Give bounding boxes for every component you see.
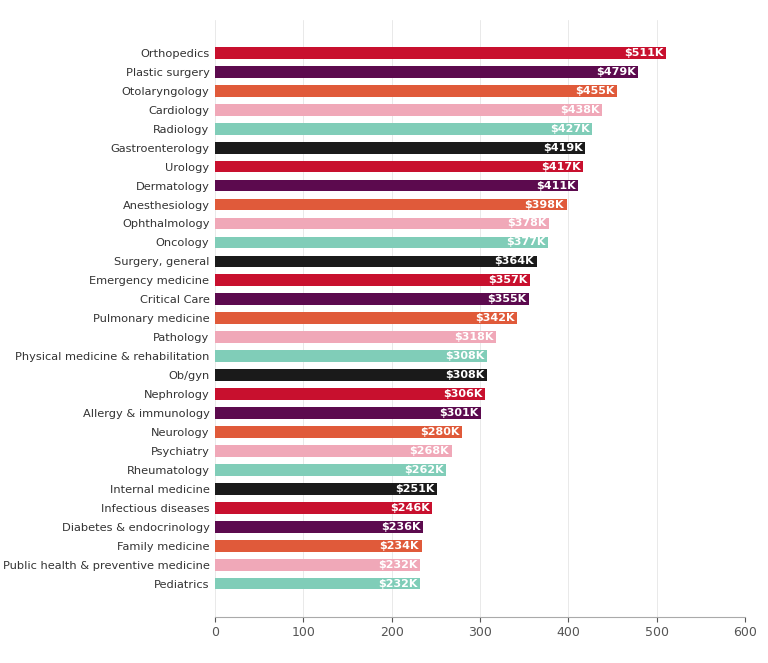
Bar [215,217,549,229]
Bar [215,388,485,400]
Bar [215,407,481,419]
Bar [215,85,617,97]
Bar [215,577,420,589]
Bar [215,66,638,78]
Bar [215,445,452,457]
Bar [215,502,432,514]
Text: $357K: $357K [488,275,528,285]
Text: $377K: $377K [506,237,545,247]
Text: $318K: $318K [454,332,493,342]
Text: $355K: $355K [487,294,526,304]
Text: $236K: $236K [382,522,421,532]
Bar [215,332,496,343]
Text: $364K: $364K [495,257,534,267]
Bar [215,255,537,267]
Text: $378K: $378K [507,219,546,229]
Bar [215,123,592,135]
Text: $251K: $251K [395,484,434,494]
Bar [215,483,437,495]
Bar [215,142,585,154]
Bar [215,294,528,305]
Text: $306K: $306K [443,389,482,399]
Bar [215,521,423,532]
Bar [215,369,487,381]
Text: $455K: $455K [575,86,614,95]
Text: $262K: $262K [404,465,444,475]
Text: $232K: $232K [378,579,417,589]
Text: $411K: $411K [536,180,575,190]
Text: $232K: $232K [378,560,417,570]
Bar [215,180,578,192]
Bar [215,312,517,324]
Bar [215,540,422,552]
Text: $419K: $419K [543,143,582,152]
Text: $234K: $234K [379,541,419,551]
Bar [215,199,567,210]
Bar [215,237,548,249]
Text: $301K: $301K [439,408,478,418]
Bar [215,350,487,362]
Bar [215,464,446,476]
Bar [215,47,667,59]
Text: $308K: $308K [445,370,485,380]
Text: $398K: $398K [525,200,564,210]
Bar [215,559,420,571]
Bar [215,104,602,115]
Bar [215,160,584,172]
Text: $308K: $308K [445,351,485,361]
Text: $427K: $427K [550,124,590,134]
Text: $280K: $280K [420,427,460,437]
Text: $246K: $246K [390,503,429,512]
Text: $417K: $417K [541,162,581,172]
Bar [215,274,531,286]
Text: $438K: $438K [560,105,599,115]
Text: $511K: $511K [624,48,664,58]
Text: $268K: $268K [409,446,449,456]
Text: $479K: $479K [596,67,635,77]
Text: $342K: $342K [475,313,515,324]
Bar [215,426,462,438]
